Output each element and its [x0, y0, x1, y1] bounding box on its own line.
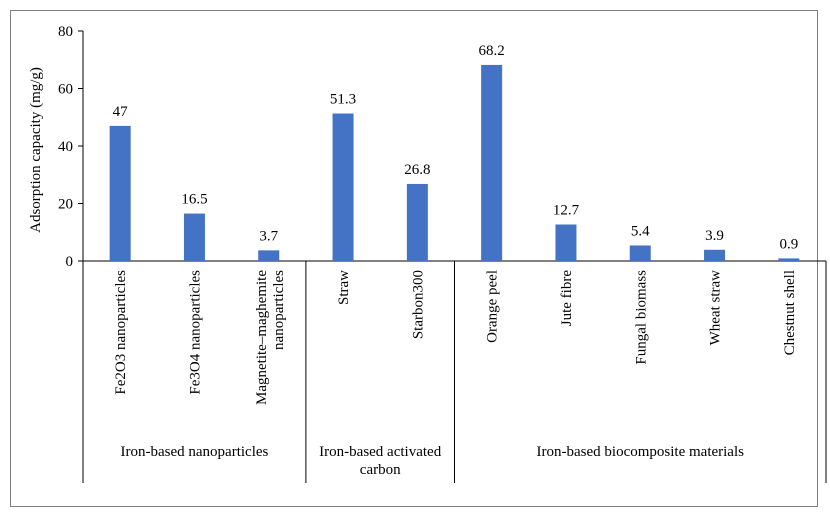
y-axis-title: Adsorption capacity (mg/g)	[28, 67, 44, 233]
x-tick-label: Chestnut shell	[782, 270, 798, 355]
group-label: Iron-based biocomposite materials	[537, 444, 745, 460]
y-tick-label: 80	[58, 24, 73, 40]
x-tick-label: Starbon300	[410, 270, 426, 339]
data-label: 26.8	[404, 162, 430, 178]
data-label: 16.5	[181, 192, 207, 208]
x-tick-label: Straw	[336, 270, 352, 305]
x-tick-label: Fungal biomass	[633, 270, 649, 365]
data-label: 12.7	[553, 202, 580, 218]
bar	[332, 113, 354, 261]
x-tick-label: Fe3O4 nanoparticles	[187, 270, 203, 395]
y-tick-label: 0	[66, 254, 74, 270]
bar	[258, 250, 280, 261]
bar	[704, 249, 726, 261]
data-label: 47	[113, 104, 129, 120]
bar	[555, 224, 577, 261]
y-tick-label: 60	[58, 82, 73, 98]
x-tick-label: Fe2O3 nanoparticles	[113, 270, 129, 395]
data-label: 3.9	[705, 228, 724, 244]
bar	[778, 258, 800, 261]
x-tick-label: Orange peel	[485, 270, 501, 343]
y-tick-label: 40	[58, 139, 73, 155]
bar	[481, 64, 503, 261]
group-label: Iron-based nanoparticles	[121, 444, 269, 460]
bar	[629, 245, 651, 261]
data-label: 5.4	[631, 223, 650, 239]
group-label: Iron-based activated carbon	[319, 444, 442, 478]
data-label: 3.7	[259, 228, 278, 244]
data-label: 68.2	[479, 43, 505, 59]
bar	[183, 213, 205, 261]
x-tick-label: Jute fibre	[559, 270, 575, 327]
bar	[109, 125, 131, 261]
data-label: 51.3	[330, 92, 356, 108]
x-tick-label: Wheat straw	[708, 270, 724, 346]
x-tick-label: Magnetite–maghemitenanoparticles	[254, 270, 287, 405]
y-tick-label: 20	[58, 197, 73, 213]
data-label: 0.9	[779, 236, 798, 252]
bar	[406, 183, 428, 261]
